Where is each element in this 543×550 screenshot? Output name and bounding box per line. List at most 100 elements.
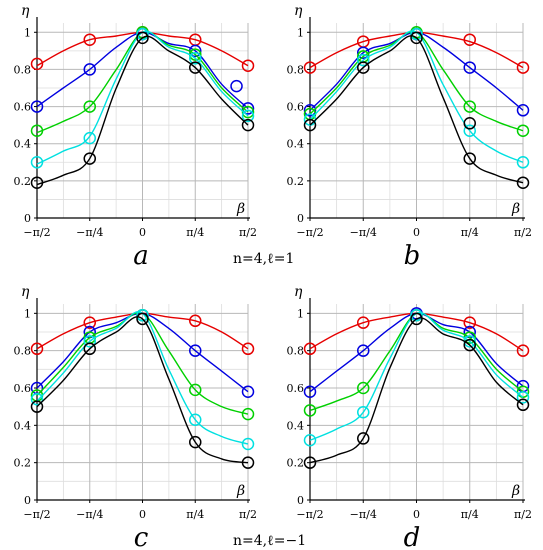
data-point [241,105,255,119]
data-point [241,385,255,398]
data-point [83,33,96,46]
data-point [30,156,44,169]
y-tick-label: 0.8 [287,345,305,358]
x-axis-label: β [511,483,520,499]
data-point [30,100,44,113]
data-point [410,308,423,322]
data-point [189,344,202,357]
data-point [303,61,317,74]
panel-b: 0 0.2 0.4 0.6 0.8 1 −π/2 −π/4 0 π/4 π/2 η β b [287,3,532,271]
data-point [241,437,255,451]
y-tick-label: 0.8 [14,63,32,76]
x-tick-label: π/4 [186,508,204,521]
data-point [189,413,202,426]
data-point [241,109,255,123]
x-tick-label: π/2 [514,508,532,521]
x-tick-label: −π/4 [76,226,103,239]
data-point [463,117,476,130]
data-point [189,383,202,397]
data-point [516,398,530,412]
y-tick-label: 0.6 [287,101,305,114]
data-point [230,79,243,93]
data-point [357,406,370,419]
y-tick-label: 0.4 [14,138,32,151]
y-tick-label: 0.2 [287,175,305,188]
x-tick-label: −π/4 [76,508,103,521]
data-point [410,27,423,41]
data-point [241,118,255,132]
data-point [83,316,96,329]
data-point [189,52,202,65]
x-tick-label: π/4 [186,226,204,239]
panel-d: 0 0.2 0.4 0.6 0.8 1 −π/2 −π/4 0 π/4 π/2 η β d [287,284,532,550]
x-tick-label: −π/4 [350,226,377,239]
data-point [357,344,370,357]
data-point [463,100,476,113]
data-point [357,61,370,74]
x-tick-label: −π/2 [296,226,323,239]
panel-label: a [133,241,149,271]
y-tick-label: 1 [297,307,304,320]
x-tick-label: 0 [413,508,420,521]
panel-label: b [404,241,421,271]
data-point [241,102,255,115]
y-tick-label: 0.8 [287,63,305,76]
y-axis-label: η [21,3,30,19]
y-tick-label: 1 [297,26,304,39]
data-point [516,124,530,137]
series-line [36,35,249,186]
data-point [189,61,202,74]
x-tick-label: π/2 [239,508,257,521]
y-axis-label: η [21,284,30,300]
data-point [83,342,96,356]
data-point [136,31,149,45]
data-point [463,33,476,46]
data-point [30,392,44,406]
data-point [30,57,44,71]
panel-a: 0 0.2 0.4 0.6 0.8 1 −π/2 −π/4 0 π/4 π/2 η β a [14,3,257,271]
y-tick-label: 0.4 [14,419,32,432]
data-point [516,391,530,404]
data-point [136,308,149,322]
data-point [463,61,476,74]
x-axis-label: β [236,483,245,499]
data-point [463,316,476,329]
caption-top: n=4,ℓ=1 [233,251,294,267]
data-point [357,316,370,329]
data-point [83,63,96,76]
data-point [303,404,317,417]
data-point [410,312,423,326]
data-point [463,152,476,165]
y-tick-label: 1 [24,307,31,320]
data-point [303,456,317,469]
x-tick-label: 0 [139,226,146,239]
panel-c: 0 0.2 0.4 0.6 0.8 1 −π/2 −π/4 0 π/4 π/2 η β c [14,284,257,550]
panel-label: c [134,523,149,550]
data-point [189,435,202,449]
series-line [309,317,524,464]
y-tick-label: 0 [24,494,31,507]
data-point [463,338,476,352]
x-tick-label: π/4 [461,226,479,239]
data-point [303,434,317,447]
x-axis-label: β [511,201,520,217]
data-point [83,335,96,348]
data-point [303,118,317,132]
y-tick-label: 0.6 [14,101,32,114]
data-point [189,314,202,328]
data-point [357,432,370,445]
caption-bottom: n=4,ℓ=−1 [233,533,306,549]
data-point [30,342,44,356]
y-tick-label: 0 [24,212,31,225]
series-line [36,316,249,464]
x-tick-label: −π/4 [350,508,377,521]
x-tick-label: −π/2 [296,508,323,521]
data-point [303,385,317,398]
data-point [357,381,370,395]
data-point [463,124,476,137]
data-point [303,104,317,117]
series-line [309,35,524,184]
data-point [30,400,44,413]
data-point [303,342,317,356]
